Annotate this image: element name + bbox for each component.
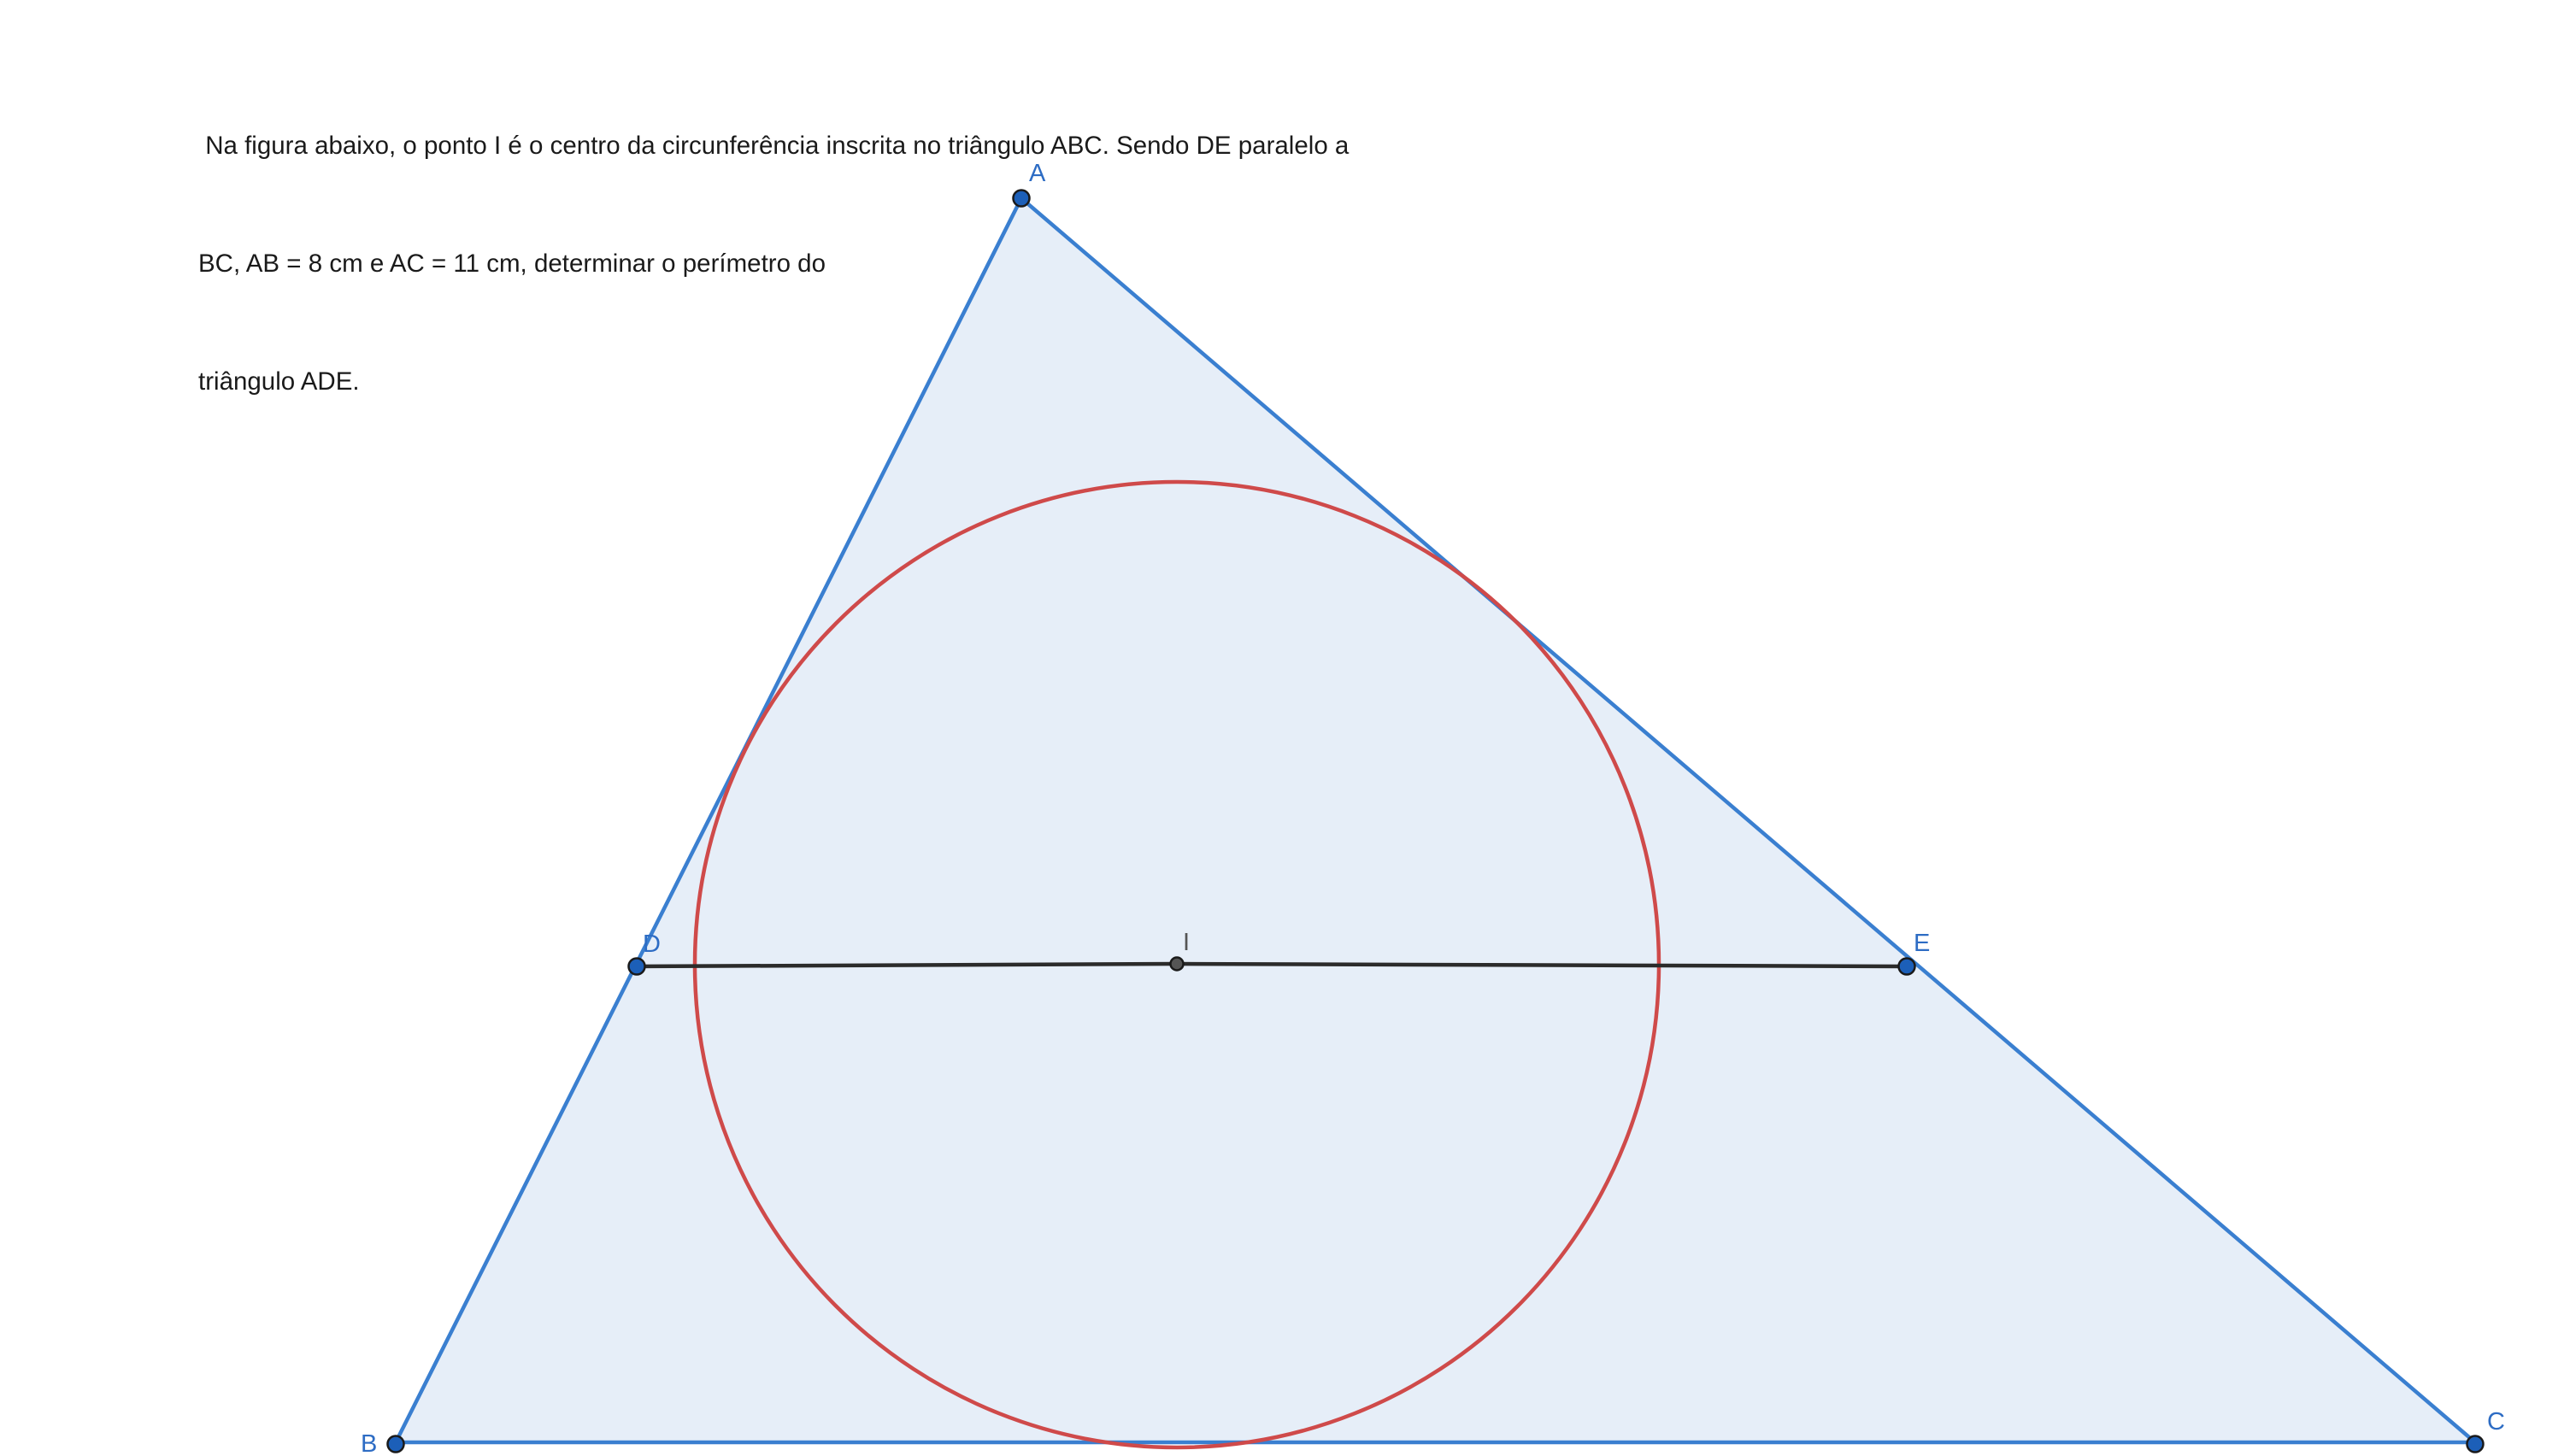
point-e[interactable] [1897,957,1916,976]
problem-statement: Na figura abaixo, o ponto I é o centro d… [198,48,1497,480]
label-e: E [1914,930,1930,957]
problem-line-2: BC, AB = 8 cm e AC = 11 cm, determinar o… [198,250,826,278]
label-i: I [1183,929,1190,956]
label-a: A [1029,160,1046,187]
label-b: B [361,1430,377,1456]
point-b[interactable] [386,1435,405,1453]
label-c: C [2487,1408,2505,1435]
point-c[interactable] [2466,1435,2485,1453]
label-d: D [643,931,661,958]
segment-de[interactable] [636,961,1908,969]
problem-line-1: Na figura abaixo, o ponto I é o centro d… [198,132,1350,160]
point-d[interactable] [627,957,646,976]
point-a[interactable] [1012,189,1031,208]
point-i[interactable] [1169,956,1185,972]
problem-line-3: triângulo ADE. [198,367,360,396]
triangle-abc[interactable] [393,196,2478,1445]
